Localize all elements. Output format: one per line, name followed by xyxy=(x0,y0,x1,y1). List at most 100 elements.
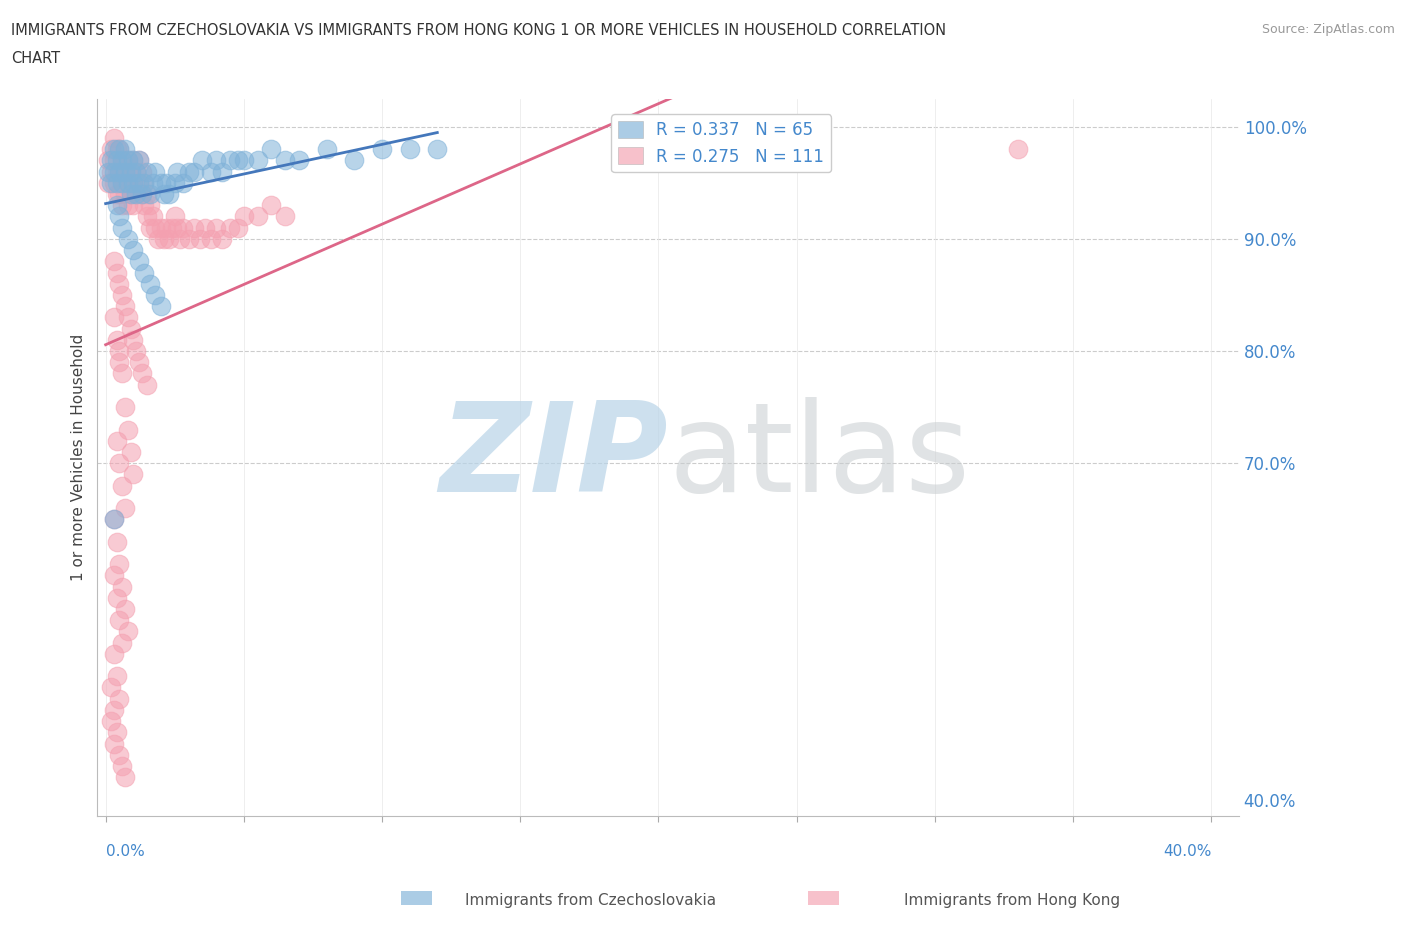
Point xyxy=(103,130,125,145)
Point xyxy=(114,770,136,785)
Text: ZIP: ZIP xyxy=(439,397,668,518)
Point xyxy=(108,691,131,706)
Point xyxy=(134,265,156,280)
Point xyxy=(149,176,172,191)
Point xyxy=(139,198,162,213)
Point xyxy=(103,512,125,526)
Point xyxy=(108,456,131,471)
Point xyxy=(371,141,394,156)
Text: IMMIGRANTS FROM CZECHOSLOVAKIA VS IMMIGRANTS FROM HONG KONG 1 OR MORE VEHICLES I: IMMIGRANTS FROM CZECHOSLOVAKIA VS IMMIGR… xyxy=(11,23,946,38)
Point xyxy=(211,165,233,179)
Point xyxy=(166,165,188,179)
Point xyxy=(145,287,167,302)
Point xyxy=(134,176,156,191)
Point xyxy=(97,153,120,167)
Point xyxy=(108,748,131,763)
Bar xyxy=(401,891,432,905)
Point xyxy=(125,187,148,202)
Point xyxy=(100,713,122,728)
Point xyxy=(100,176,122,191)
Point xyxy=(288,153,311,167)
Point xyxy=(117,176,139,191)
Point xyxy=(105,669,128,684)
Point xyxy=(125,343,148,358)
Point xyxy=(105,141,128,156)
Text: 0.0%: 0.0% xyxy=(105,844,145,859)
Point xyxy=(125,187,148,202)
Point xyxy=(426,141,449,156)
Point xyxy=(100,165,122,179)
Point xyxy=(188,232,211,246)
Point xyxy=(145,220,167,235)
Point xyxy=(315,141,337,156)
Point xyxy=(131,187,153,202)
Point xyxy=(139,187,162,202)
Point xyxy=(108,276,131,291)
Point xyxy=(205,153,228,167)
Point xyxy=(172,176,194,191)
Point xyxy=(152,232,174,246)
Point xyxy=(260,141,283,156)
Point xyxy=(111,366,134,381)
Point xyxy=(160,220,183,235)
Point xyxy=(114,187,136,202)
Point xyxy=(219,153,242,167)
Point xyxy=(177,232,200,246)
Point xyxy=(169,232,191,246)
Point xyxy=(136,165,159,179)
Point xyxy=(136,378,159,392)
Point xyxy=(108,165,131,179)
Point xyxy=(122,332,145,347)
Point xyxy=(120,165,142,179)
Point xyxy=(105,198,128,213)
Point xyxy=(205,220,228,235)
Point xyxy=(117,176,139,191)
Point xyxy=(139,276,162,291)
Point xyxy=(114,400,136,415)
Point xyxy=(211,232,233,246)
Point xyxy=(108,355,131,370)
Text: atlas: atlas xyxy=(668,397,970,518)
Point xyxy=(142,176,165,191)
Point xyxy=(125,165,148,179)
Point xyxy=(105,332,128,347)
Point xyxy=(183,220,205,235)
Point xyxy=(111,176,134,191)
Point xyxy=(122,176,145,191)
Point xyxy=(111,478,134,493)
Point xyxy=(142,209,165,224)
Point xyxy=(1007,141,1029,156)
Point xyxy=(111,287,134,302)
Point xyxy=(103,736,125,751)
Point xyxy=(108,141,131,156)
Point xyxy=(114,299,136,313)
Point xyxy=(111,153,134,167)
Point xyxy=(128,176,150,191)
Point xyxy=(114,602,136,617)
Point xyxy=(103,310,125,325)
Point xyxy=(108,613,131,628)
Text: Source: ZipAtlas.com: Source: ZipAtlas.com xyxy=(1261,23,1395,36)
Point xyxy=(117,153,139,167)
Point xyxy=(105,265,128,280)
Point xyxy=(105,153,128,167)
Point xyxy=(105,534,128,549)
Point xyxy=(117,422,139,437)
Point xyxy=(274,209,297,224)
Point xyxy=(136,209,159,224)
Point xyxy=(134,198,156,213)
Point xyxy=(128,355,150,370)
Point xyxy=(200,232,222,246)
Point xyxy=(103,165,125,179)
Point xyxy=(108,141,131,156)
Point xyxy=(120,321,142,336)
Point xyxy=(145,165,167,179)
Point xyxy=(111,153,134,167)
Point xyxy=(105,433,128,448)
Y-axis label: 1 or more Vehicles in Household: 1 or more Vehicles in Household xyxy=(72,334,86,581)
Point xyxy=(103,702,125,717)
Point xyxy=(200,165,222,179)
Point xyxy=(122,467,145,482)
Point xyxy=(117,310,139,325)
Point xyxy=(343,153,366,167)
